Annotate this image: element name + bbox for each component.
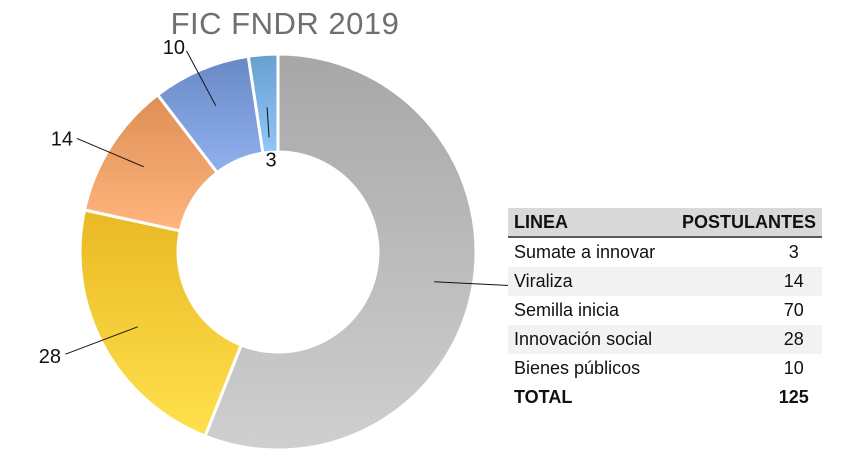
total-label: TOTAL: [514, 387, 573, 407]
table-row: Semilla inicia 70: [508, 296, 822, 325]
total-value: 125: [778, 387, 809, 407]
row-postulantes: 28: [665, 325, 822, 354]
header-linea: LINEA: [508, 208, 666, 238]
slice-value-label: 10: [163, 37, 185, 59]
row-linea: Semilla inicia: [514, 300, 620, 320]
leader-line: [65, 326, 138, 355]
row-linea: Viraliza: [508, 267, 666, 296]
slice-semilla-inicia: [203, 52, 478, 452]
leader-line: [76, 137, 144, 168]
postulantes-table: LINEA POSTULANTES Sumate a innovar 3 Vir…: [508, 208, 822, 412]
row-linea: Innovación social: [508, 325, 666, 354]
table-row: Bienes públicos 10: [508, 354, 822, 383]
leader-line: [266, 107, 270, 138]
table-total-row: TOTAL 125: [508, 383, 822, 412]
row-postulantes: 10: [783, 358, 804, 378]
table-row: Sumate a innovar 3: [508, 237, 822, 267]
row-postulantes: 70: [783, 300, 804, 320]
table-header-row: LINEA POSTULANTES: [508, 208, 822, 238]
row-postulantes: 14: [665, 267, 822, 296]
slice-value-label: 28: [39, 346, 61, 368]
header-postulantes: POSTULANTES: [665, 208, 822, 238]
slice-innovación-social: [78, 208, 244, 439]
table-row: Viraliza 14: [508, 267, 822, 296]
slice-value-label: 14: [51, 128, 73, 150]
chart-title: FIC FNDR 2019: [170, 6, 400, 41]
leader-line: [186, 50, 217, 106]
row-postulantes: 3: [788, 242, 799, 262]
row-linea: Bienes públicos: [514, 358, 641, 378]
row-linea: Sumate a innovar: [514, 242, 656, 262]
slice-value-label: 3: [266, 149, 277, 171]
slice-sumate-a-innovar: [246, 52, 280, 155]
table-row: Innovación social 28: [508, 325, 822, 354]
